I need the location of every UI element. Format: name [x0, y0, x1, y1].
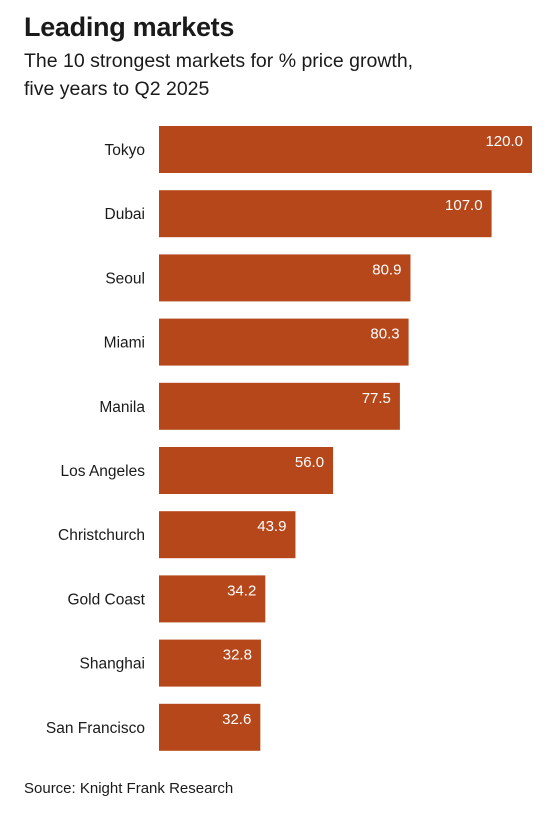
category-label: Gold Coast — [67, 591, 145, 608]
category-label: Los Angeles — [61, 463, 146, 480]
bar-los-angeles — [159, 447, 334, 494]
value-label: 80.3 — [370, 326, 399, 343]
bar-san-francisco — [159, 703, 261, 751]
category-label: Shanghai — [79, 656, 145, 673]
bar-gold-coast — [159, 575, 266, 623]
category-label: Tokyo — [105, 142, 146, 159]
value-label: 43.9 — [257, 518, 286, 535]
chart-title: Leading markets — [24, 12, 235, 42]
value-label: 77.5 — [362, 390, 391, 407]
category-label: San Francisco — [46, 720, 145, 737]
value-label: 107.0 — [445, 197, 483, 214]
source-note: Source: Knight Frank Research — [24, 780, 234, 797]
value-label: 56.0 — [295, 454, 324, 471]
bar-miami — [159, 318, 409, 366]
bar-shanghai — [159, 639, 261, 687]
category-label: Seoul — [105, 270, 145, 287]
category-label: Christchurch — [58, 527, 145, 544]
category-label: Manila — [99, 399, 145, 416]
chart-subtitle-line-1: The 10 strongest markets for % price gro… — [24, 50, 414, 72]
bar-tokyo — [159, 126, 532, 173]
bar-chart: Tokyo 120.0 Dubai 107.0 Seoul 80.9 Miami 80.3 Ma… — [46, 126, 532, 751]
value-label: 80.9 — [372, 261, 401, 278]
bar-christchurch — [159, 511, 296, 559]
value-label: 34.2 — [227, 582, 256, 599]
category-label: Miami — [104, 335, 145, 352]
bar-seoul — [159, 254, 411, 302]
category-label: Dubai — [105, 206, 146, 223]
value-label: 32.6 — [222, 711, 251, 728]
chart-subtitle-line-2: five years to Q2 2025 — [24, 78, 210, 100]
bar-manila — [159, 382, 400, 430]
value-label: 120.0 — [485, 133, 523, 150]
bar-dubai — [159, 190, 492, 238]
value-label: 32.8 — [223, 647, 252, 664]
